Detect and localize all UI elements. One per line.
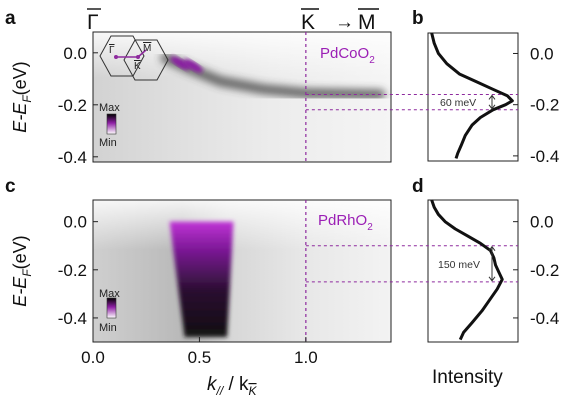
panel-b: 0.0 -0.2 -0.4 60 meV bbox=[305, 32, 559, 166]
bz-hexagon-left bbox=[99, 35, 145, 77]
panel-b-annotation: 60 meV bbox=[440, 97, 476, 109]
panel-a-ylabel: E-EF(eV) bbox=[10, 61, 34, 132]
top-label-gamma: Γ bbox=[87, 11, 99, 34]
inset-k-label: K bbox=[134, 61, 141, 72]
panel-d-ytick-label: -0.4 bbox=[530, 309, 559, 328]
panel-b-arrow-head-bottom bbox=[488, 104, 496, 110]
heatmap-a-hotspot bbox=[170, 56, 190, 70]
bz-inset bbox=[99, 35, 169, 81]
panel-d: 0.0 -0.2 -0.4 150 meV Intensity bbox=[305, 199, 559, 388]
panel-label-d: d bbox=[412, 176, 424, 197]
panel-a-yticks: 0.0 -0.2 -0.4 bbox=[58, 44, 98, 167]
top-label-mbar: M bbox=[358, 11, 376, 34]
colorbar-a-max-label: Max bbox=[99, 102, 120, 114]
panel-a-ytick-label: -0.4 bbox=[58, 148, 87, 167]
colorbar-c-min-label: Min bbox=[99, 322, 117, 334]
panel-b-ytick-label: -0.4 bbox=[530, 147, 559, 166]
panel-a-frame bbox=[92, 31, 392, 163]
intensity-xlabel: Intensity bbox=[432, 367, 503, 388]
heatmap-a-hotspot bbox=[183, 59, 203, 73]
top-label-arrow: → bbox=[335, 12, 354, 33]
heatmap-c-band bbox=[169, 221, 234, 338]
panel-b-ytick-label: 0.0 bbox=[530, 44, 554, 63]
panel-label-a: a bbox=[5, 8, 16, 29]
panel-c-xtick-label: 0.0 bbox=[81, 348, 105, 367]
panel-c-ytick-label: 0.0 bbox=[63, 213, 87, 232]
panel-c-xtick-label: 0.5 bbox=[188, 348, 212, 367]
panel-d-ytick-label: 0.0 bbox=[530, 213, 554, 232]
panel-d-annotation: 150 meV bbox=[438, 259, 480, 271]
inset-m-label: M bbox=[143, 43, 151, 54]
panel-d-ytick-label: -0.2 bbox=[530, 261, 559, 280]
colorbar-a-min-label: Min bbox=[99, 137, 117, 149]
bz-k-point bbox=[136, 55, 140, 59]
panel-b-frame bbox=[427, 32, 519, 162]
panel-b-ytick-label: -0.2 bbox=[530, 96, 559, 115]
panel-c-frame bbox=[92, 199, 392, 343]
panel-d-frame bbox=[427, 199, 519, 343]
panel-c-yticks: 0.0 -0.2 -0.4 bbox=[58, 213, 98, 328]
top-label-kbar: K bbox=[301, 11, 315, 34]
panel-a-ytick-label: -0.2 bbox=[58, 96, 87, 115]
panel-a: 0.0 -0.2 -0.4 PdCoO2 Γ K M Max Min E-EF(eV… bbox=[10, 31, 392, 167]
panel-a-title: PdCoO2 bbox=[320, 45, 375, 66]
panel-a-ytick-label: 0.0 bbox=[63, 44, 87, 63]
colorbar-a bbox=[106, 113, 117, 135]
panel-c-xticks: 0.0 0.5 1.0 bbox=[81, 337, 318, 367]
panel-c-ylabel: E-EF(eV) bbox=[10, 235, 34, 306]
colorbar-c bbox=[106, 297, 117, 319]
colorbar-c-max-label: Max bbox=[99, 288, 120, 300]
panel-label-b: b bbox=[412, 8, 424, 29]
bz-hexagon-right bbox=[123, 39, 169, 81]
inset-gamma-label: Γ bbox=[109, 45, 115, 56]
panel-c-title: PdRhO2 bbox=[318, 212, 373, 233]
panel-c: 0.0 -0.2 -0.4 0.0 0.5 1.0 PdRhO2 Max Min E-E… bbox=[10, 199, 392, 398]
panel-b-arrow-head-top bbox=[488, 94, 496, 100]
panel-b-yticks: 0.0 -0.2 -0.4 bbox=[513, 44, 559, 166]
panel-c-xlabel: k// / kK bbox=[207, 374, 258, 398]
panel-d-arrow-head-top bbox=[488, 245, 496, 252]
panel-d-arrow-head-bottom bbox=[488, 276, 496, 282]
panel-b-gap-arrow bbox=[488, 94, 496, 110]
panel-c-ytick-label: -0.2 bbox=[58, 261, 87, 280]
panel-c-xtick-label: 1.0 bbox=[294, 348, 318, 367]
bz-gamma-point bbox=[114, 55, 118, 59]
panel-label-c: c bbox=[5, 176, 16, 197]
panel-d-edc-curve bbox=[430, 199, 504, 341]
heatmap-c-fermi-fade bbox=[93, 200, 391, 342]
panel-b-edc-curve bbox=[430, 32, 514, 159]
panel-d-yticks: 0.0 -0.2 -0.4 bbox=[513, 213, 559, 328]
panel-b-dashed-levels bbox=[305, 93, 518, 111]
panel-d-gap-arrow bbox=[488, 245, 496, 282]
heatmap-a-hotspots bbox=[170, 56, 203, 73]
panel-c-ytick-label: -0.4 bbox=[58, 309, 87, 328]
